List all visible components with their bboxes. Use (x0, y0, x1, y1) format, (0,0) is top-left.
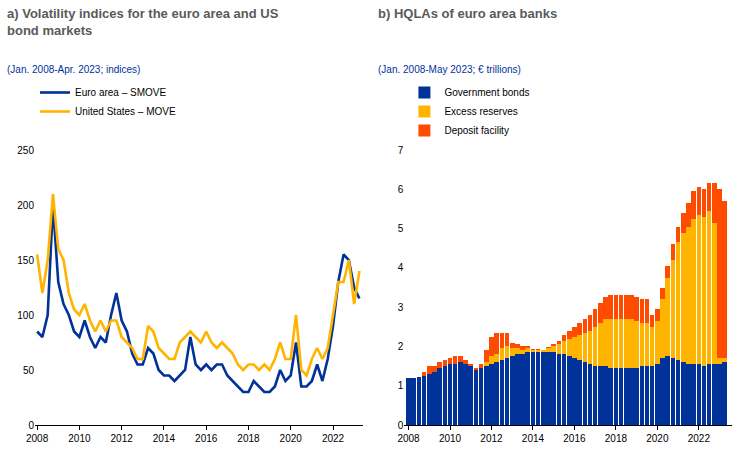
svg-text:2016: 2016 (195, 433, 218, 444)
svg-text:2012: 2012 (480, 433, 503, 444)
svg-text:2008: 2008 (397, 433, 420, 444)
svg-text:4: 4 (398, 262, 404, 273)
svg-text:2010: 2010 (68, 433, 91, 444)
svg-text:50: 50 (23, 365, 35, 376)
svg-text:Euro area – SMOVE: Euro area – SMOVE (75, 87, 166, 98)
svg-text:2008: 2008 (26, 433, 49, 444)
svg-text:2022: 2022 (322, 433, 345, 444)
svg-text:150: 150 (17, 255, 34, 266)
svg-text:7: 7 (398, 145, 404, 156)
svg-text:5: 5 (398, 223, 404, 234)
svg-text:United States – MOVE: United States – MOVE (75, 106, 176, 117)
svg-text:2016: 2016 (563, 433, 586, 444)
svg-text:2014: 2014 (522, 433, 545, 444)
svg-text:Deposit facility: Deposit facility (444, 125, 508, 136)
svg-text:200: 200 (17, 200, 34, 211)
svg-text:a) Volatility indices for the: a) Volatility indices for the euro area … (7, 6, 279, 38)
svg-text:2022: 2022 (688, 433, 711, 444)
svg-text:250: 250 (17, 145, 34, 156)
svg-text:2018: 2018 (605, 433, 628, 444)
svg-text:2: 2 (398, 341, 404, 352)
svg-text:2010: 2010 (439, 433, 462, 444)
svg-text:Excess reserves: Excess reserves (444, 106, 517, 117)
svg-text:100: 100 (17, 310, 34, 321)
svg-text:0: 0 (398, 420, 404, 431)
svg-text:(Jan. 2008-May 2023; € trillio: (Jan. 2008-May 2023; € trillions) (378, 64, 521, 75)
svg-text:1: 1 (398, 380, 404, 391)
svg-text:2020: 2020 (646, 433, 669, 444)
svg-text:6: 6 (398, 184, 404, 195)
svg-text:0: 0 (28, 420, 34, 431)
svg-text:Government bonds: Government bonds (444, 87, 529, 98)
svg-text:2012: 2012 (111, 433, 134, 444)
svg-text:b) HQLAs of euro area banks: b) HQLAs of euro area banks (378, 6, 557, 21)
svg-text:3: 3 (398, 302, 404, 313)
svg-text:2020: 2020 (280, 433, 303, 444)
svg-text:2014: 2014 (153, 433, 176, 444)
svg-text:2018: 2018 (237, 433, 260, 444)
svg-text:(Jan. 2008-Apr. 2023; indices): (Jan. 2008-Apr. 2023; indices) (7, 64, 140, 75)
